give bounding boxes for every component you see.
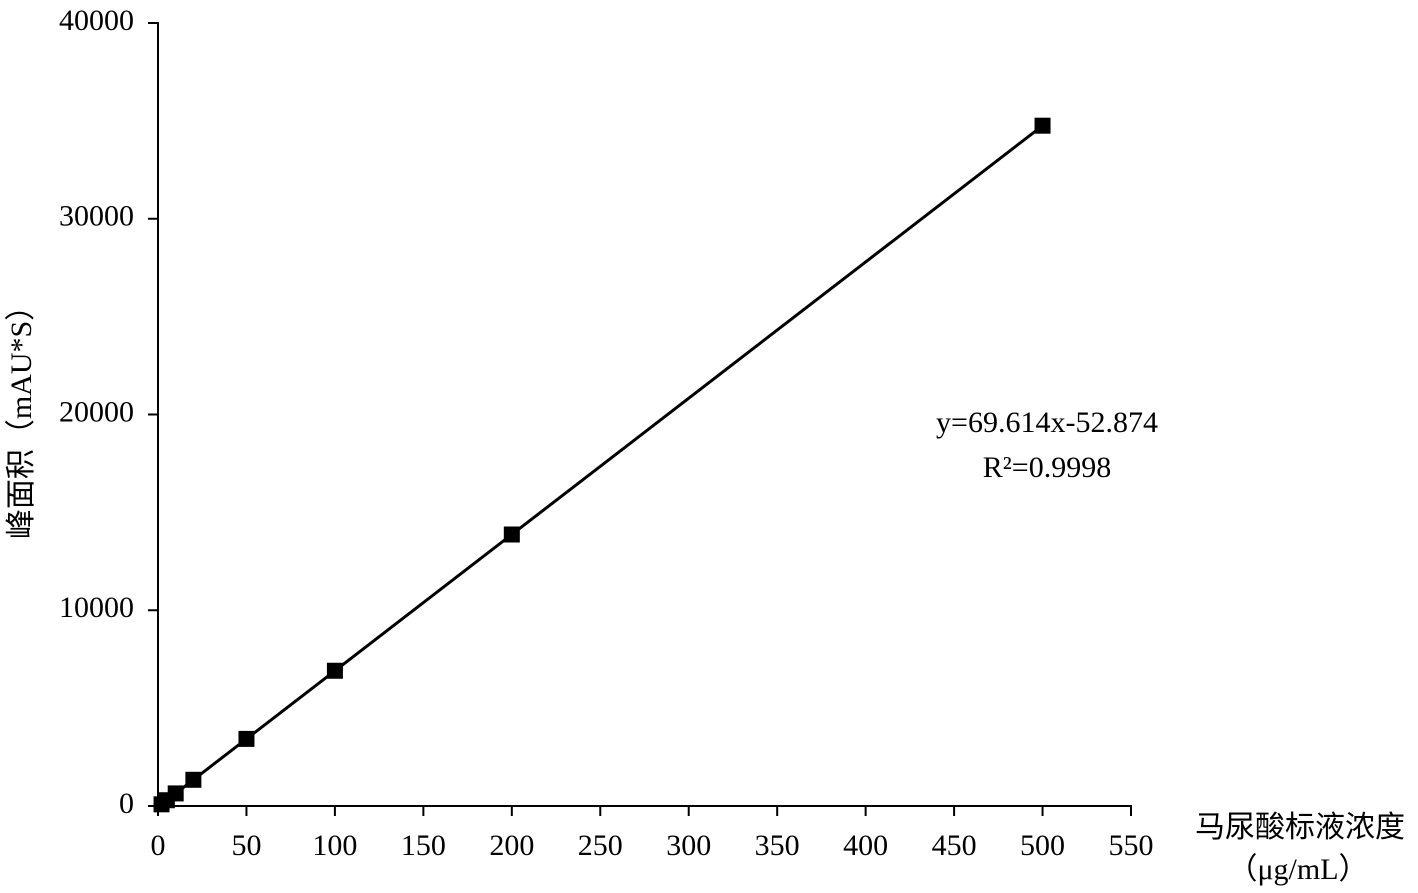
x-tick-label: 400 bbox=[843, 829, 888, 862]
x-axis-unit: （μg/mL） bbox=[1227, 853, 1368, 886]
x-tick-label: 250 bbox=[578, 829, 623, 862]
x-tick-label: 50 bbox=[231, 829, 261, 862]
x-axis-label: 马尿酸标液浓度 bbox=[1195, 811, 1405, 844]
y-tick-label: 40000 bbox=[59, 4, 134, 37]
y-axis-label: 峰面积（mAU*S） bbox=[5, 291, 38, 539]
x-tick-label: 200 bbox=[489, 829, 534, 862]
equation: y=69.614x-52.874 bbox=[936, 406, 1158, 439]
x-tick-label: 0 bbox=[151, 829, 166, 862]
data-point bbox=[238, 730, 255, 747]
fit-line bbox=[160, 124, 1044, 806]
y-tick-label: 20000 bbox=[59, 395, 134, 428]
x-tick-label: 100 bbox=[312, 829, 357, 862]
data-point bbox=[167, 785, 184, 802]
x-tick-label: 150 bbox=[401, 829, 446, 862]
r-squared: R²=0.9998 bbox=[983, 451, 1111, 484]
data-point bbox=[503, 526, 520, 543]
y-tick-label: 30000 bbox=[59, 200, 134, 233]
x-tick-label: 500 bbox=[1020, 829, 1065, 862]
x-tick-label: 550 bbox=[1109, 829, 1154, 862]
y-tick-label: 10000 bbox=[59, 591, 134, 624]
x-tick-label: 450 bbox=[932, 829, 977, 862]
y-tick-label: 0 bbox=[119, 787, 134, 820]
x-tick-label: 300 bbox=[666, 829, 711, 862]
data-point bbox=[326, 662, 343, 679]
x-tick-label: 350 bbox=[755, 829, 800, 862]
data-point bbox=[185, 771, 202, 788]
data-point bbox=[1034, 117, 1051, 134]
